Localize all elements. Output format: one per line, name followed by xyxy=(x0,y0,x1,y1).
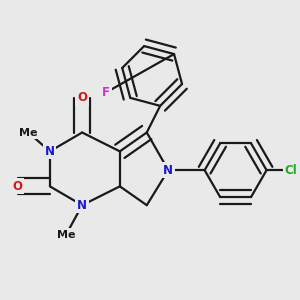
Text: Me: Me xyxy=(19,128,38,137)
Text: F: F xyxy=(102,86,110,99)
Text: N: N xyxy=(45,145,55,158)
Text: O: O xyxy=(13,180,22,193)
Text: Cl: Cl xyxy=(284,164,297,177)
Text: O: O xyxy=(77,91,87,104)
Text: N: N xyxy=(77,199,87,212)
Text: N: N xyxy=(163,164,173,177)
Text: Me: Me xyxy=(57,230,75,240)
